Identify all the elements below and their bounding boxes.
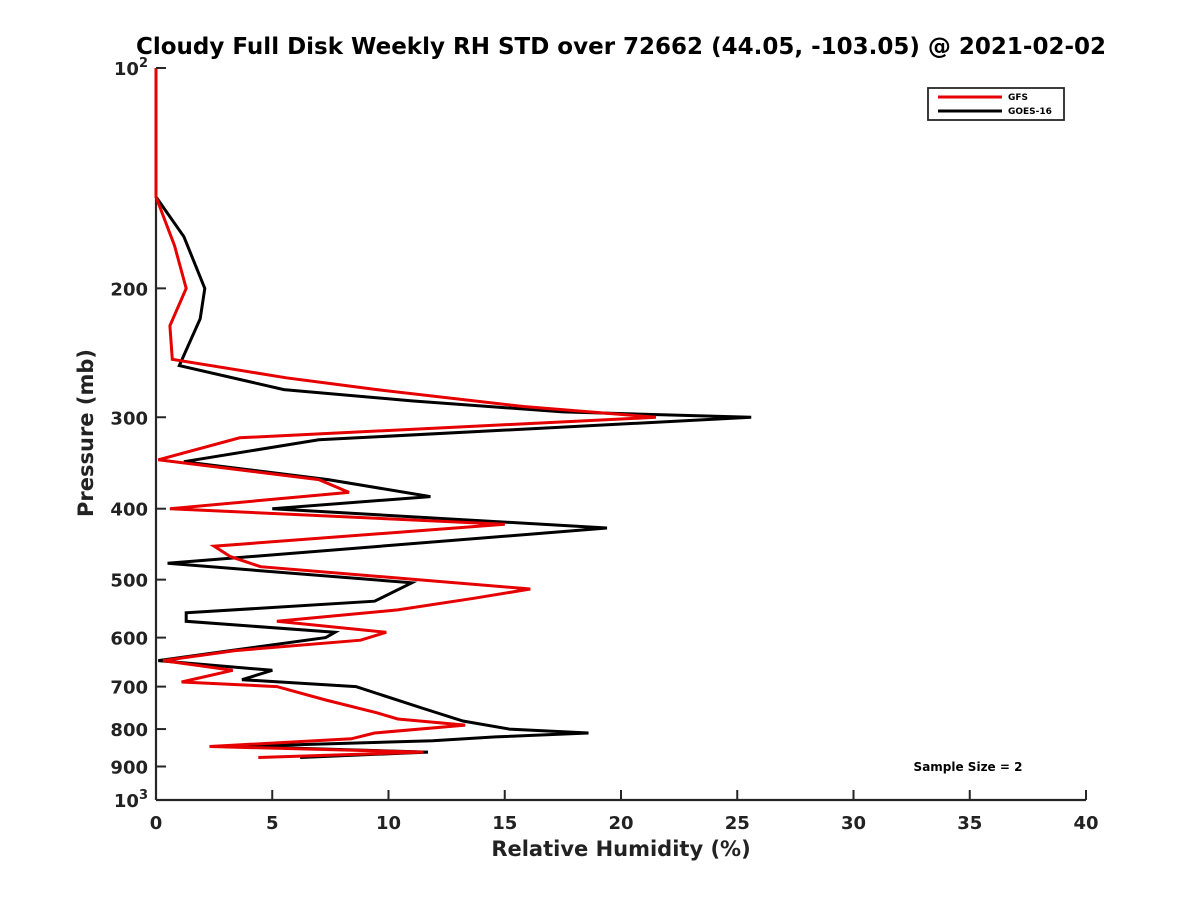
series-line-gfs	[154, 68, 657, 759]
x-tick-label: 15	[492, 813, 517, 834]
x-tick-label: 25	[725, 813, 750, 834]
x-tick-label: 40	[1073, 813, 1098, 834]
x-tick-label: 30	[841, 813, 866, 834]
y-tick-label: 300	[110, 408, 148, 429]
y-tick-label: 800	[110, 720, 148, 741]
series-layer	[154, 68, 752, 759]
x-axis: 0 5 10 15 20 25 30 35 40	[150, 790, 1099, 834]
y-tick-label: 200	[110, 279, 148, 300]
legend-box	[927, 87, 1065, 121]
legend-label: GFS	[1008, 93, 1028, 103]
y-axis-label: Pressure (mb)	[74, 349, 98, 517]
x-tick-label: 35	[957, 813, 982, 834]
sample-size-annotation: Sample Size = 2	[914, 760, 1023, 774]
chart-title: Cloudy Full Disk Weekly RH STD over 7266…	[136, 34, 1106, 60]
series-line-goes-16	[154, 68, 752, 759]
x-tick-label: 10	[376, 813, 401, 834]
y-tick-label: 103	[114, 788, 148, 812]
y-tick-label: 102	[114, 56, 148, 80]
y-tick-label: 600	[110, 629, 148, 650]
y-tick-label: 900	[110, 758, 148, 779]
x-tick-label: 20	[608, 813, 633, 834]
y-tick-label: 700	[110, 678, 148, 699]
legend-label: GOES-16	[1008, 107, 1052, 117]
x-tick-label: 5	[266, 813, 279, 834]
y-axis: 102 200 300 400 500 600 700 800 900 103	[110, 56, 166, 812]
x-tick-label: 0	[150, 813, 163, 834]
x-axis-label: Relative Humidity (%)	[491, 837, 750, 861]
y-tick-label: 500	[110, 571, 148, 592]
legend: GFS GOES-16	[927, 87, 1065, 121]
y-tick-label: 400	[110, 500, 148, 521]
